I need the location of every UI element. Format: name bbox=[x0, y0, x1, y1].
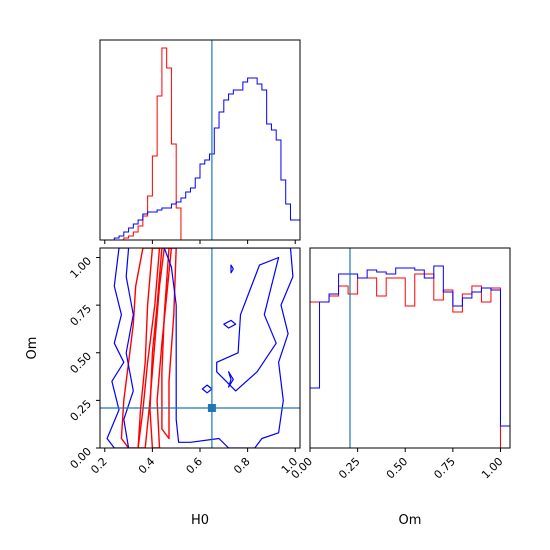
om-hist-series-0 bbox=[310, 273, 501, 448]
joint-xtick-label-0: 0.2 bbox=[88, 455, 110, 477]
h0-hist-series-0 bbox=[123, 47, 182, 240]
joint-ytick-label-4: 1.00 bbox=[68, 254, 95, 281]
om-xtick-label-3: 0.75 bbox=[431, 455, 458, 482]
contour-series-0-level-1 bbox=[137, 248, 165, 448]
contour-series-0-level-3 bbox=[161, 248, 177, 440]
contour-series-1-level-3 bbox=[223, 319, 237, 329]
joint-xlabel: H0 bbox=[191, 513, 209, 528]
joint-xtick-label-1: 0.4 bbox=[136, 455, 158, 477]
h0-hist-series-1 bbox=[100, 77, 300, 240]
contour-series-1-level-4 bbox=[228, 371, 234, 388]
joint-ytick-label-2: 0.50 bbox=[68, 350, 95, 377]
om-xtick-label-1: 0.25 bbox=[336, 455, 363, 482]
om-xlabel: Om bbox=[399, 513, 422, 528]
joint-ylabel: Om bbox=[25, 337, 40, 360]
joint-ytick-label-1: 0.25 bbox=[68, 397, 95, 424]
contour-series-1-level-0 bbox=[106, 248, 134, 448]
contour-series-1-level-5 bbox=[230, 264, 234, 274]
contour-series-1-level-1 bbox=[163, 248, 294, 448]
joint-truth-marker bbox=[207, 404, 216, 412]
om-histograms bbox=[310, 265, 510, 448]
om-xtick-label-4: 1.00 bbox=[479, 455, 506, 482]
h0-histograms bbox=[100, 47, 300, 240]
h0-hist-frame bbox=[99, 39, 301, 241]
contour-series-0-level-0 bbox=[120, 248, 161, 448]
contour-series-1-level-2 bbox=[201, 384, 213, 394]
om-hist-series-1 bbox=[310, 265, 510, 448]
joint-ytick-label-3: 0.75 bbox=[68, 302, 95, 329]
om-hist-frame bbox=[309, 247, 511, 449]
contour-series-0-level-2 bbox=[149, 248, 173, 448]
joint-contours bbox=[106, 248, 294, 448]
contour-series-1-level-6 bbox=[216, 256, 280, 392]
joint-xtick-label-2: 0.6 bbox=[184, 455, 206, 477]
om-xtick-label-2: 0.50 bbox=[384, 455, 411, 482]
joint-xtick-label-3: 0.8 bbox=[231, 455, 253, 477]
